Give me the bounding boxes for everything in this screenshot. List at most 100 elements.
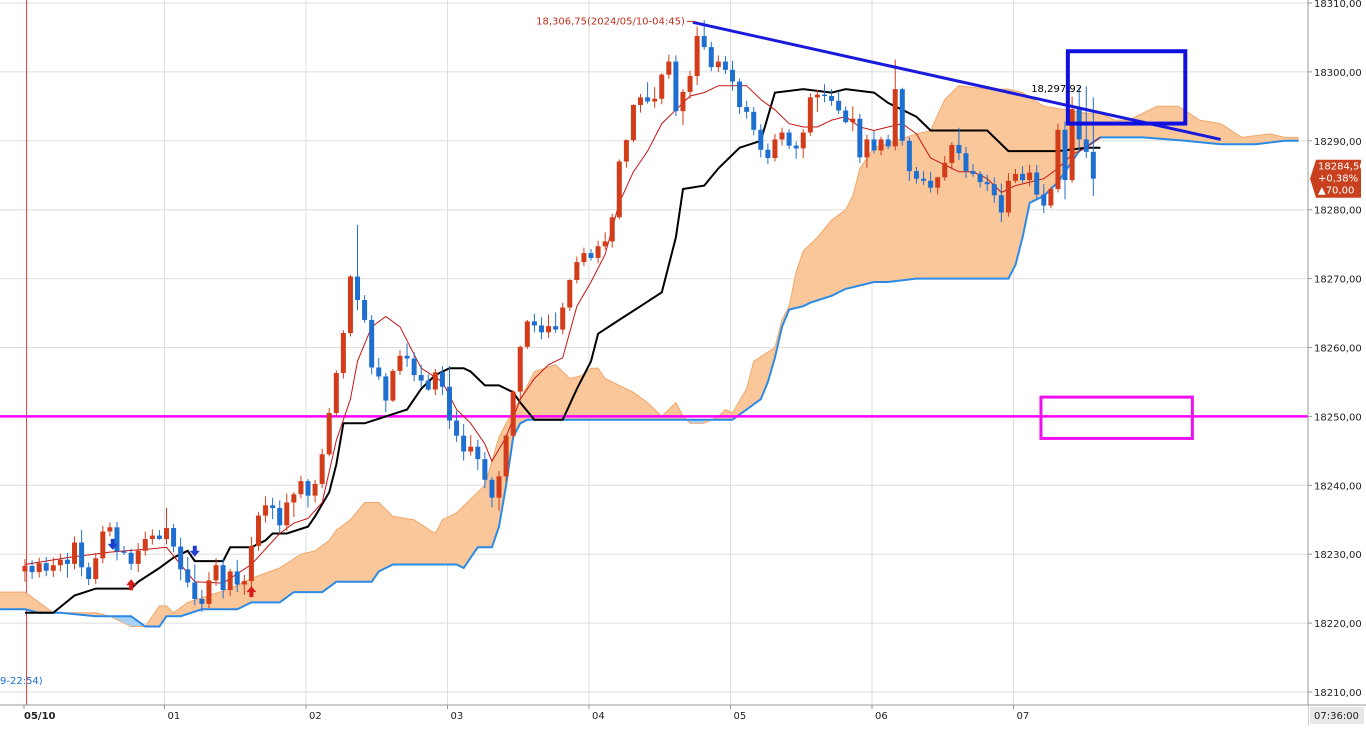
last-price-change-percent: +0,38% <box>1318 174 1358 185</box>
candle-body <box>149 535 155 540</box>
candle-body <box>305 481 311 496</box>
candle-body <box>871 139 877 151</box>
kijun-sen-line <box>25 88 1101 614</box>
candle-body <box>708 47 714 68</box>
grid-layer <box>0 0 1308 705</box>
x-tick-label: 03 <box>451 711 464 722</box>
candle-body <box>383 376 389 401</box>
candle-body <box>638 97 644 105</box>
cloud-segment <box>293 553 302 593</box>
candle-body <box>843 110 849 123</box>
candle-body <box>72 542 78 564</box>
candle-body <box>857 118 863 158</box>
candle-body <box>793 145 799 149</box>
candle-body <box>630 104 636 141</box>
candle-body <box>319 454 325 484</box>
candle-body <box>128 552 134 564</box>
last-price-value: 18284,50 <box>1318 162 1366 173</box>
candle-body <box>192 582 198 599</box>
candle-body <box>489 479 495 498</box>
candle-body <box>227 571 233 591</box>
candle-body <box>758 129 764 150</box>
candle-body <box>567 279 573 308</box>
cloud-segment <box>456 505 464 569</box>
candle-body <box>411 358 417 376</box>
cloud-segment <box>534 364 556 421</box>
y-tick-label: 18270,00 <box>1314 275 1362 286</box>
last-price-change: ▲70,00 <box>1318 186 1354 197</box>
high-price-annotation: 18,306,75(2024/05/10-04:45) <box>536 16 685 27</box>
candle-body <box>609 217 615 242</box>
recent-high-annotation: 18,297,92 <box>1031 84 1082 95</box>
candle-body <box>439 372 445 387</box>
senkou-span-b-line <box>0 136 1299 628</box>
candle-body <box>1083 139 1089 152</box>
candle-body <box>100 531 106 559</box>
candle-body <box>135 550 141 564</box>
cloud-segment <box>958 85 988 279</box>
candle-body <box>588 253 594 258</box>
cloud-segment <box>590 367 599 421</box>
y-tick-label: 18280,00 <box>1314 206 1362 217</box>
candle-body <box>574 262 580 280</box>
candle-body <box>432 372 438 390</box>
candle-body <box>86 567 92 580</box>
candle-body <box>645 97 651 102</box>
candle-body <box>284 502 290 526</box>
candle-body <box>1048 189 1054 206</box>
candle-body <box>602 241 608 247</box>
candle-body <box>546 326 552 333</box>
candle-body <box>850 118 856 123</box>
candle-body <box>935 177 941 188</box>
candle-body <box>107 527 113 532</box>
candle-body <box>942 162 948 178</box>
candle-body <box>680 91 686 112</box>
cloud-segment <box>555 364 564 421</box>
candle-body <box>206 580 212 604</box>
candle-body <box>270 505 276 509</box>
candle-body <box>913 171 919 179</box>
candle-body <box>79 542 85 568</box>
candle-body <box>213 565 219 581</box>
cloud-segment <box>392 515 408 565</box>
candle-body <box>510 391 516 436</box>
candle-body <box>57 559 63 566</box>
cloud-segment <box>810 236 818 304</box>
candle-body <box>376 367 382 377</box>
candle-body <box>737 81 743 108</box>
candle-body <box>524 321 530 347</box>
y-tick-label: 18300,00 <box>1314 68 1362 79</box>
candle-body <box>1062 129 1068 181</box>
candle-body <box>531 321 537 326</box>
x-tick-label: 06 <box>875 711 888 722</box>
candle-body <box>970 171 976 174</box>
candle-body <box>864 139 870 158</box>
cloud-segment <box>406 518 415 565</box>
candle-body <box>722 61 728 70</box>
candle-body <box>1041 194 1047 206</box>
candle-body <box>779 132 785 140</box>
candle-body <box>659 74 665 99</box>
cloud-segment <box>753 356 762 405</box>
candle-body <box>1005 180 1011 213</box>
candle-body <box>397 355 403 371</box>
y-tick-label: 18310,00 <box>1314 0 1362 10</box>
candle-body <box>998 195 1004 213</box>
candle-body <box>616 161 622 218</box>
candle-body <box>765 149 771 159</box>
y-tick-label: 18250,00 <box>1314 412 1362 423</box>
candle-body <box>263 505 269 516</box>
x-tick-label: 07 <box>1017 711 1030 722</box>
candle-body <box>814 94 820 98</box>
buy-signal-arrow-icon <box>246 586 257 598</box>
candle-body <box>1069 109 1075 181</box>
candle-body <box>560 307 566 330</box>
cloud-segment <box>0 591 26 610</box>
candle-body <box>234 571 240 585</box>
candle-body <box>1027 172 1033 181</box>
candle-body <box>694 36 700 77</box>
cloud-segment <box>371 502 380 583</box>
candle-body <box>1013 173 1018 181</box>
candle-body <box>255 515 261 546</box>
